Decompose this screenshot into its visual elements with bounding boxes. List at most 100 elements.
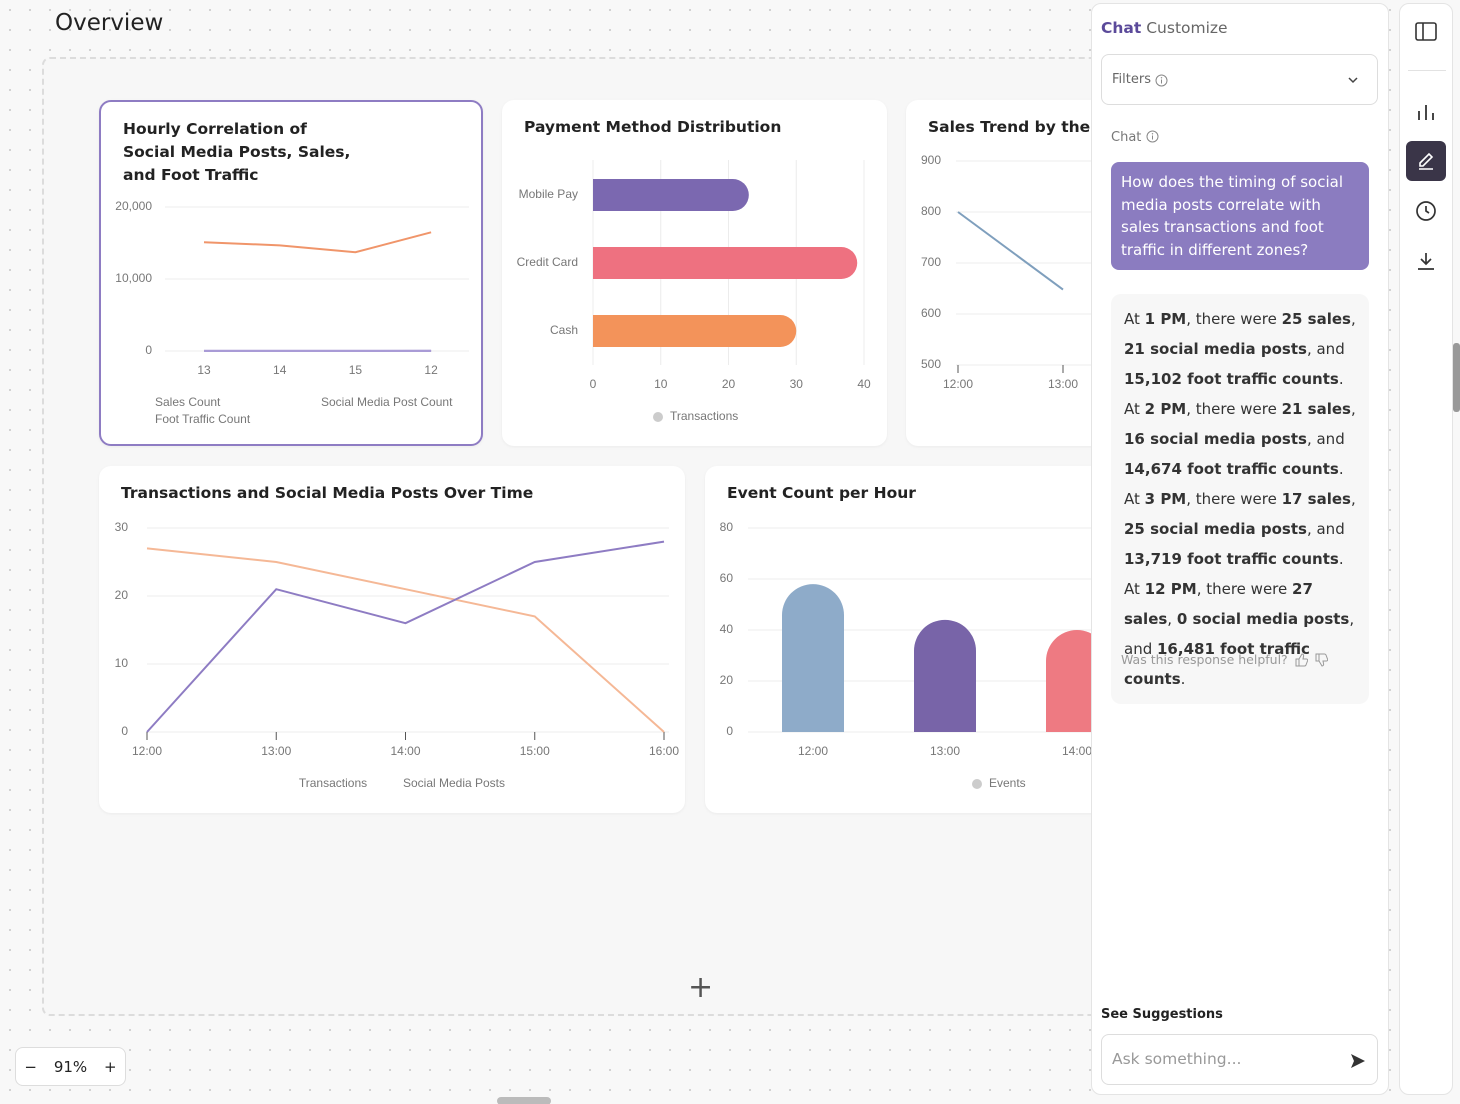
legend-label: Transactions	[670, 409, 738, 423]
text: ,	[1350, 310, 1356, 328]
text: At	[1124, 310, 1145, 328]
legend-label: Transactions	[299, 776, 367, 790]
chart-plot: 0 10 20 30 12:00 13:00 14:00 15:00 16:00 Transact…	[115, 520, 680, 790]
text: ,	[1167, 610, 1177, 628]
y-tick-label: Credit Card	[517, 255, 578, 269]
chat-section: Chat	[1111, 130, 1159, 145]
sidebar	[1399, 3, 1453, 1095]
x-tick-label: 12	[424, 363, 438, 377]
y-tick-label: 40	[720, 622, 734, 636]
page-title: Overview	[55, 10, 164, 36]
bold-text: 12 PM	[1144, 580, 1197, 598]
scroll-handle[interactable]	[497, 1097, 551, 1104]
x-tick-label: 13:00	[930, 744, 960, 758]
bold-text: 17 sales	[1281, 490, 1351, 508]
chat-panel: Chat Customize Filters Chat How does the…	[1091, 3, 1389, 1095]
bold-text: 15,102 foot traffic counts	[1124, 370, 1339, 388]
chart-title: Event Count per Hour	[727, 484, 916, 502]
text: ,	[1350, 400, 1356, 418]
x-tick-label: 16:00	[649, 744, 679, 758]
y-tick-label: 20	[720, 673, 734, 687]
bold-text: 25 sales	[1281, 310, 1351, 328]
bold-text: 16,481 foot traffic counts	[1124, 640, 1310, 688]
charts-button[interactable]	[1406, 92, 1446, 132]
legend-swatch	[972, 779, 982, 789]
download-button[interactable]	[1406, 241, 1446, 281]
x-tick-label: 40	[857, 377, 871, 391]
y-tick-label: 500	[921, 357, 941, 371]
text: , and	[1306, 430, 1345, 448]
chart-card[interactable]: Hourly Correlation of Social Media Posts…	[99, 100, 483, 446]
toggle-panel-button[interactable]	[1406, 12, 1446, 52]
bold-text: 13,719 foot traffic counts	[1124, 550, 1339, 568]
text: . At	[1124, 550, 1344, 598]
info-icon	[1146, 130, 1159, 143]
info-icon	[1155, 74, 1168, 87]
text: , there were	[1196, 580, 1293, 598]
x-tick-label: 13:00	[1048, 377, 1078, 391]
text: . At	[1124, 460, 1344, 508]
chart-card[interactable]: Transactions and Social Media Posts Over…	[99, 466, 685, 813]
chart-plot: 0 10,000 20,000 13 14 15 12 Sales Count Social M…	[115, 199, 469, 426]
text: , and	[1306, 340, 1345, 358]
chart-icon	[1418, 105, 1434, 120]
chart-title: Payment Method Distribution	[524, 118, 782, 136]
y-tick-label: 800	[921, 204, 941, 218]
x-tick-label: 15	[349, 363, 363, 377]
see-suggestions[interactable]: See Suggestions	[1101, 1007, 1223, 1022]
edit-button[interactable]	[1406, 141, 1446, 181]
history-button[interactable]	[1406, 191, 1446, 231]
feedback-prompt: Was this response helpful?	[1121, 652, 1288, 667]
x-tick-label: 12:00	[798, 744, 828, 758]
y-tick-label: 600	[921, 306, 941, 320]
scrollbar[interactable]	[1453, 343, 1460, 412]
chevron-icon	[1348, 77, 1358, 84]
customize-tab[interactable]: Customize	[1146, 19, 1228, 37]
panel-icon	[1415, 22, 1437, 41]
series-line	[146, 547, 665, 733]
chart-title: Hourly Correlation of Social Media Posts…	[123, 120, 351, 184]
y-tick-label: 10	[115, 656, 129, 670]
thumbs-down-button[interactable]	[1314, 653, 1328, 667]
y-tick-label: 0	[121, 724, 128, 738]
x-tick-label: 13	[197, 363, 211, 377]
x-tick-label: 20	[722, 377, 736, 391]
text: , there were	[1186, 490, 1282, 508]
chat-input[interactable]: Ask something...	[1101, 1034, 1378, 1085]
series-line	[146, 540, 665, 733]
add-chart-button[interactable]: +	[688, 970, 714, 1005]
panel-tabs: Chat Customize	[1101, 19, 1228, 37]
chart-card[interactable]: Payment Method Distribution 0 10 20 30 40 Mobi…	[502, 100, 887, 446]
zoom-in-button[interactable]: +	[103, 1057, 117, 1076]
bold-text: 0 social media posts	[1176, 610, 1350, 628]
y-tick-label: 20	[115, 588, 129, 602]
y-tick-label: 700	[921, 255, 941, 269]
feedback-row: Was this response helpful?	[1121, 652, 1328, 667]
y-tick-label: 20,000	[115, 199, 152, 213]
divider	[1408, 70, 1446, 71]
filters-dropdown[interactable]: Filters	[1101, 54, 1378, 105]
y-tick-label: Cash	[550, 323, 578, 337]
text: , there were	[1186, 400, 1282, 418]
x-tick-label: 14:00	[390, 744, 420, 758]
legend-label: Foot Traffic Count	[155, 412, 251, 426]
text: , and	[1124, 610, 1355, 658]
bar	[593, 315, 797, 347]
chart-title: Sales Trend by the Hour	[928, 118, 1138, 136]
y-tick-label: Mobile Pay	[519, 187, 578, 201]
bar	[593, 247, 858, 279]
chat-label: Chat	[1111, 130, 1142, 145]
bold-text: 3 PM	[1144, 490, 1187, 508]
zoom-out-button[interactable]: −	[24, 1057, 37, 1076]
text: , there were	[1186, 310, 1282, 328]
text: ,	[1350, 490, 1356, 508]
y-tick-label: 10,000	[115, 271, 152, 285]
thumbs-up-button[interactable]	[1294, 652, 1308, 667]
y-tick-label: 900	[921, 153, 941, 167]
send-button[interactable]	[1350, 1053, 1366, 1069]
zoom-level: 91%	[53, 1057, 88, 1076]
chat-tab[interactable]: Chat	[1101, 19, 1142, 37]
bold-text: 14,674 foot traffic counts	[1124, 460, 1339, 478]
chart-plot: 0 10 20 30 40 Mobile Pay Credit Card Cash Transa…	[517, 160, 871, 423]
